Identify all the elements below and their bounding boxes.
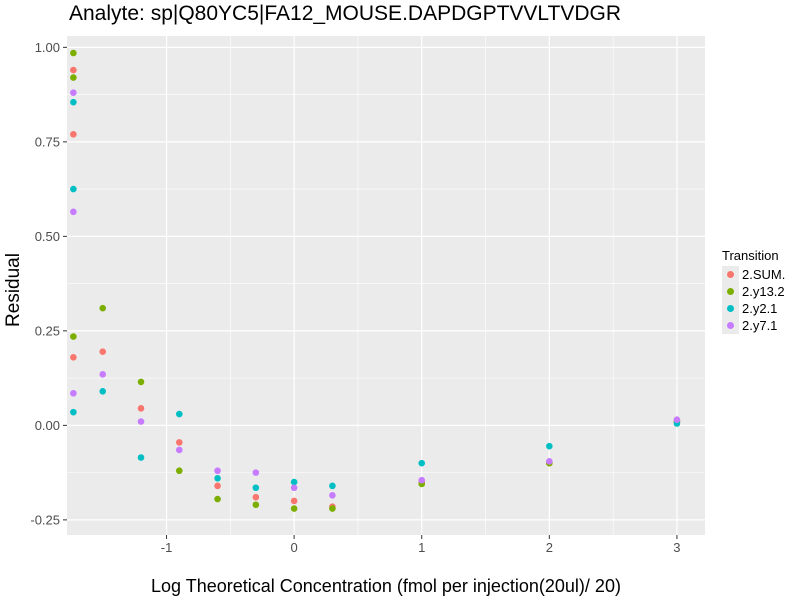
data-point xyxy=(99,388,107,395)
data-point xyxy=(214,474,221,482)
data-point xyxy=(70,130,77,138)
legend-key xyxy=(722,300,739,317)
data-point xyxy=(252,501,260,509)
data-point xyxy=(137,454,145,461)
data-point xyxy=(70,185,77,193)
data-point xyxy=(546,442,553,450)
data-point xyxy=(175,446,183,454)
legend-swatch xyxy=(727,322,734,329)
y-tick-label: 0.75 xyxy=(35,134,60,149)
data-point xyxy=(99,348,107,355)
x-axis-label: Log Theoretical Concentration (fmol per … xyxy=(151,576,621,596)
chart-title: Analyte: sp|Q80YC5|FA12_MOUSE.DAPDGPTVVL… xyxy=(69,2,622,25)
y-tick-label: 0.00 xyxy=(35,418,60,433)
data-point xyxy=(99,304,107,312)
data-point xyxy=(70,98,77,106)
data-point xyxy=(70,354,77,361)
data-point xyxy=(214,482,221,490)
y-tick-label: 0.25 xyxy=(35,323,60,338)
data-point xyxy=(418,476,426,484)
legend-item: 2.y13.2 xyxy=(722,283,785,300)
x-tick-label: 0 xyxy=(291,540,298,555)
data-point xyxy=(290,484,298,492)
legend-swatch xyxy=(727,288,734,295)
legend-label: 2.y13.2 xyxy=(742,284,785,299)
legend: Transition 2.SUM. 2.y13.2 2.y2.1 2.y7.1 xyxy=(722,248,785,334)
data-point xyxy=(70,66,77,74)
legend-item: 2.y2.1 xyxy=(722,300,785,317)
legend-key xyxy=(722,317,739,334)
data-point xyxy=(137,378,145,386)
y-tick-label: -0.25 xyxy=(30,512,60,527)
legend-label: 2.y2.1 xyxy=(742,301,778,316)
data-point xyxy=(673,416,681,424)
data-point xyxy=(70,89,77,97)
y-tick-label: 0.50 xyxy=(35,229,60,244)
data-point xyxy=(214,467,221,475)
legend-label: 2.y7.1 xyxy=(742,318,778,333)
legend-swatch xyxy=(727,271,734,278)
legend-key xyxy=(722,266,739,283)
data-point xyxy=(70,408,77,416)
data-point xyxy=(290,505,298,512)
data-point xyxy=(70,49,77,57)
legend-key xyxy=(722,283,739,300)
data-point xyxy=(137,405,145,412)
data-point xyxy=(175,467,183,475)
data-point xyxy=(329,505,336,512)
data-point xyxy=(546,457,553,465)
data-point xyxy=(99,371,107,378)
data-point xyxy=(175,439,183,446)
plot-panel xyxy=(67,36,705,535)
legend-swatch xyxy=(727,305,734,312)
y-axis-label: Residual xyxy=(3,253,24,327)
data-point xyxy=(418,459,426,467)
legend-title: Transition xyxy=(722,248,779,263)
x-tick-label: 2 xyxy=(546,540,553,555)
data-point xyxy=(70,208,77,216)
data-point xyxy=(290,478,298,486)
y-tick-label: 1.00 xyxy=(35,40,60,55)
x-tick-label: -1 xyxy=(161,540,173,555)
data-point xyxy=(70,74,77,81)
data-point xyxy=(252,469,260,476)
data-point xyxy=(214,495,221,503)
data-point xyxy=(70,333,77,340)
legend-label: 2.SUM. xyxy=(742,267,786,282)
data-point xyxy=(329,482,336,490)
data-point xyxy=(290,497,298,505)
data-point xyxy=(175,410,183,418)
data-point xyxy=(252,484,260,492)
data-point xyxy=(252,493,260,501)
data-point xyxy=(137,418,145,425)
x-tick-label: 1 xyxy=(418,540,425,555)
x-tick-label: 3 xyxy=(673,540,680,555)
data-point xyxy=(329,492,336,499)
legend-item: 2.y7.1 xyxy=(722,317,785,334)
data-point xyxy=(70,389,77,397)
legend-item: 2.SUM. xyxy=(722,266,785,283)
